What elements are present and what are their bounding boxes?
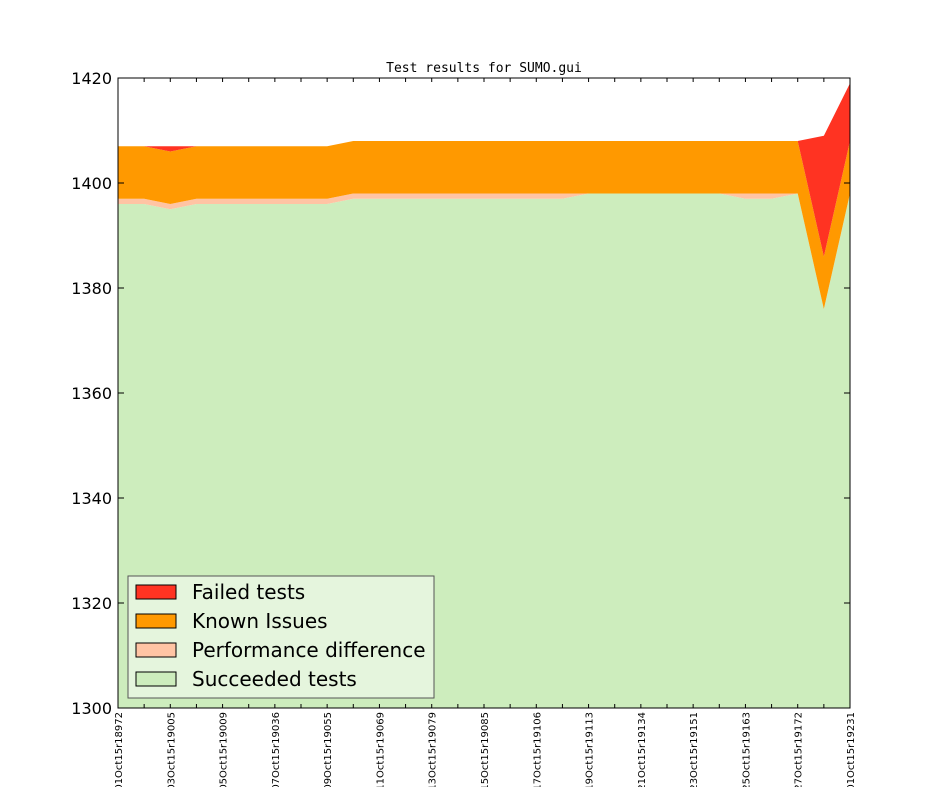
y-tick-label: 1360: [71, 384, 112, 403]
legend-label-succeeded-tests: Succeeded tests: [192, 667, 357, 691]
legend-label-performance-difference: Performance difference: [192, 638, 426, 662]
y-tick-label: 1380: [71, 279, 112, 298]
y-axis: 1300 1320 1340 1360 1380 1400 1420: [71, 69, 850, 718]
x-tick-label: 27Oct15r19172: [794, 712, 805, 787]
chart-title: Test results for SUMO.gui: [386, 61, 582, 76]
x-tick-label: 09Oct15r19055: [323, 712, 334, 787]
legend-swatch-performance-difference: [135, 642, 177, 658]
legend-label-failed-tests: Failed tests: [192, 580, 305, 604]
y-tick-label: 1420: [71, 69, 112, 88]
legend-swatch-failed-tests: [135, 584, 177, 600]
legend-box: [127, 575, 435, 699]
x-tick-label: 01Oct15r19231: [846, 712, 857, 787]
x-tick-label: 11Oct15r19069: [375, 712, 386, 787]
x-tick-label: 21Oct15r19134: [637, 712, 648, 787]
x-tick-label: 13Oct15r19079: [428, 712, 439, 787]
legend-swatch-known-issues: [135, 613, 177, 629]
y-tick-label: 1300: [71, 699, 112, 718]
x-tick-label: 05Oct15r19009: [219, 712, 230, 787]
x-tick-label: 23Oct15r19151: [689, 712, 700, 787]
y-tick-label: 1320: [71, 594, 112, 613]
legend-swatch-succeeded-tests: [135, 671, 177, 687]
x-tick-label: 03Oct15r19005: [166, 712, 177, 787]
x-tick-label: 01Oct15r18972: [114, 712, 125, 787]
x-tick-label: 07Oct15r19036: [271, 712, 282, 787]
x-tick-label: 25Oct15r19163: [741, 712, 752, 787]
area-performance-difference: [118, 193, 850, 309]
area-known-issues: [118, 141, 850, 309]
y-tick-label: 1400: [71, 174, 112, 193]
legend-label-known-issues: Known Issues: [192, 609, 328, 633]
legend: Failed tests Known Issues Performance diff…: [127, 575, 435, 699]
x-axis: 01Oct15r18972 03Oct15r19005 05Oct15r19009 0…: [114, 78, 857, 787]
x-tick-label: 17Oct15r19106: [532, 712, 543, 787]
y-tick-label: 1340: [71, 489, 112, 508]
x-tick-label: 15Oct15r19085: [480, 712, 491, 787]
x-tick-label: 19Oct15r19113: [585, 712, 596, 787]
